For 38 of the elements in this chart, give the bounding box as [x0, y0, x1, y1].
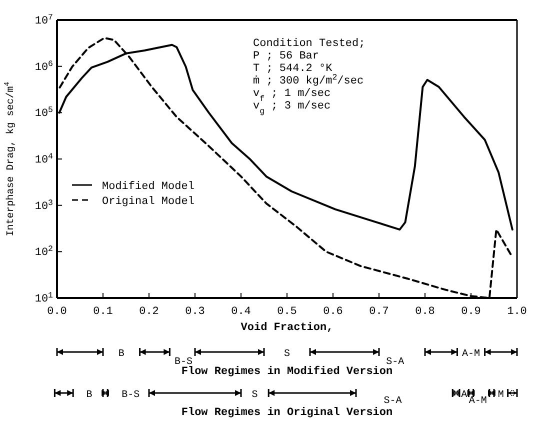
y-tick-label: 10$^{7}$ — [34, 13, 54, 28]
y-tick-label: 10$^{2}$ — [34, 244, 54, 260]
text: A-M — [468, 396, 487, 407]
y-tick-label: 10$^{1}$ — [34, 291, 54, 306]
text: S — [252, 390, 258, 401]
y-tick-label: 10$^{4}$ — [34, 152, 54, 167]
y-tick-label: 10$^{3}$ — [34, 198, 54, 213]
x-tick-label: 0.0 — [47, 306, 67, 318]
annotation: ṁ ; 300 kg/m$^{2}$/sec — [253, 73, 364, 88]
x-tick-label: 0.2 — [139, 306, 159, 318]
text: S — [284, 349, 290, 360]
x-tick-label: 0.4 — [231, 306, 252, 318]
x-axis-title: Void Fraction, — [240, 322, 334, 334]
x-tick-label: 0.7 — [369, 306, 389, 318]
x-tick-label: 0.3 — [185, 306, 205, 318]
text: A-M — [462, 349, 480, 360]
text: S-A — [384, 396, 402, 407]
text: S-A — [386, 357, 404, 368]
text: A — [461, 390, 468, 401]
annotation: Condition Tested; — [253, 38, 366, 50]
x-tick-label: 0.6 — [323, 306, 343, 318]
x-tick-label: 0.9 — [461, 306, 481, 318]
text: B — [86, 390, 92, 401]
x-tick-label: 0.8 — [415, 306, 435, 318]
legend-label: Modified Model — [102, 181, 194, 193]
text: B — [118, 349, 124, 360]
text: B-S — [122, 390, 140, 401]
y-tick-label: 10$^{5}$ — [34, 106, 54, 120]
text: Flow Regimes in Original Version — [181, 407, 393, 419]
x-tick-label: 1.0 — [507, 306, 527, 318]
text: M — [498, 390, 504, 401]
x-tick-label: 0.5 — [277, 306, 297, 318]
x-tick-label: 0.1 — [93, 306, 114, 318]
legend-label: Original Model — [102, 196, 194, 208]
text: Flow Regimes in Modified Version — [181, 365, 393, 378]
annotation: T ; 544.2 °K — [253, 63, 333, 75]
annotation: P ; 56 Bar — [253, 50, 320, 62]
y-tick-label: 10$^{6}$ — [34, 59, 54, 74]
